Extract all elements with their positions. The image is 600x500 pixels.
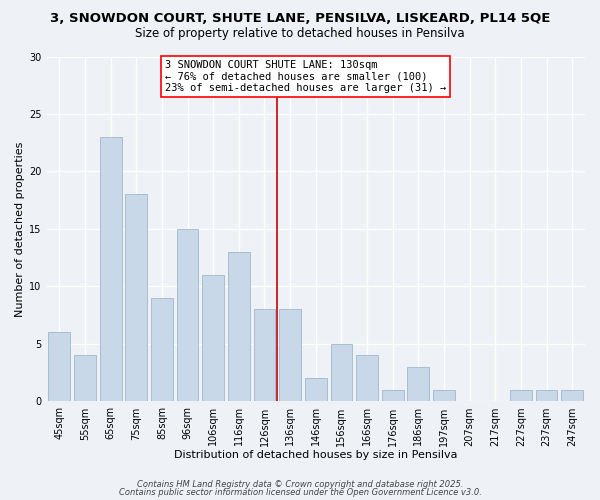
Text: Contains public sector information licensed under the Open Government Licence v3: Contains public sector information licen… [119, 488, 481, 497]
Bar [254, 310, 275, 402]
Bar [407, 367, 429, 402]
Bar [125, 194, 147, 402]
Bar [536, 390, 557, 402]
Bar [331, 344, 352, 402]
Bar [228, 252, 250, 402]
Bar [151, 298, 173, 402]
Text: Contains HM Land Registry data © Crown copyright and database right 2025.: Contains HM Land Registry data © Crown c… [137, 480, 463, 489]
Bar [510, 390, 532, 402]
Text: 3, SNOWDON COURT, SHUTE LANE, PENSILVA, LISKEARD, PL14 5QE: 3, SNOWDON COURT, SHUTE LANE, PENSILVA, … [50, 12, 550, 26]
Y-axis label: Number of detached properties: Number of detached properties [15, 142, 25, 316]
Bar [74, 356, 96, 402]
Text: 3 SNOWDON COURT SHUTE LANE: 130sqm
← 76% of detached houses are smaller (100)
23: 3 SNOWDON COURT SHUTE LANE: 130sqm ← 76%… [165, 60, 446, 93]
Bar [176, 229, 199, 402]
Bar [279, 310, 301, 402]
Bar [356, 356, 378, 402]
Text: Size of property relative to detached houses in Pensilva: Size of property relative to detached ho… [135, 28, 465, 40]
Bar [202, 275, 224, 402]
X-axis label: Distribution of detached houses by size in Pensilva: Distribution of detached houses by size … [174, 450, 458, 460]
Bar [100, 137, 122, 402]
Bar [433, 390, 455, 402]
Bar [561, 390, 583, 402]
Bar [382, 390, 404, 402]
Bar [49, 332, 70, 402]
Bar [305, 378, 326, 402]
